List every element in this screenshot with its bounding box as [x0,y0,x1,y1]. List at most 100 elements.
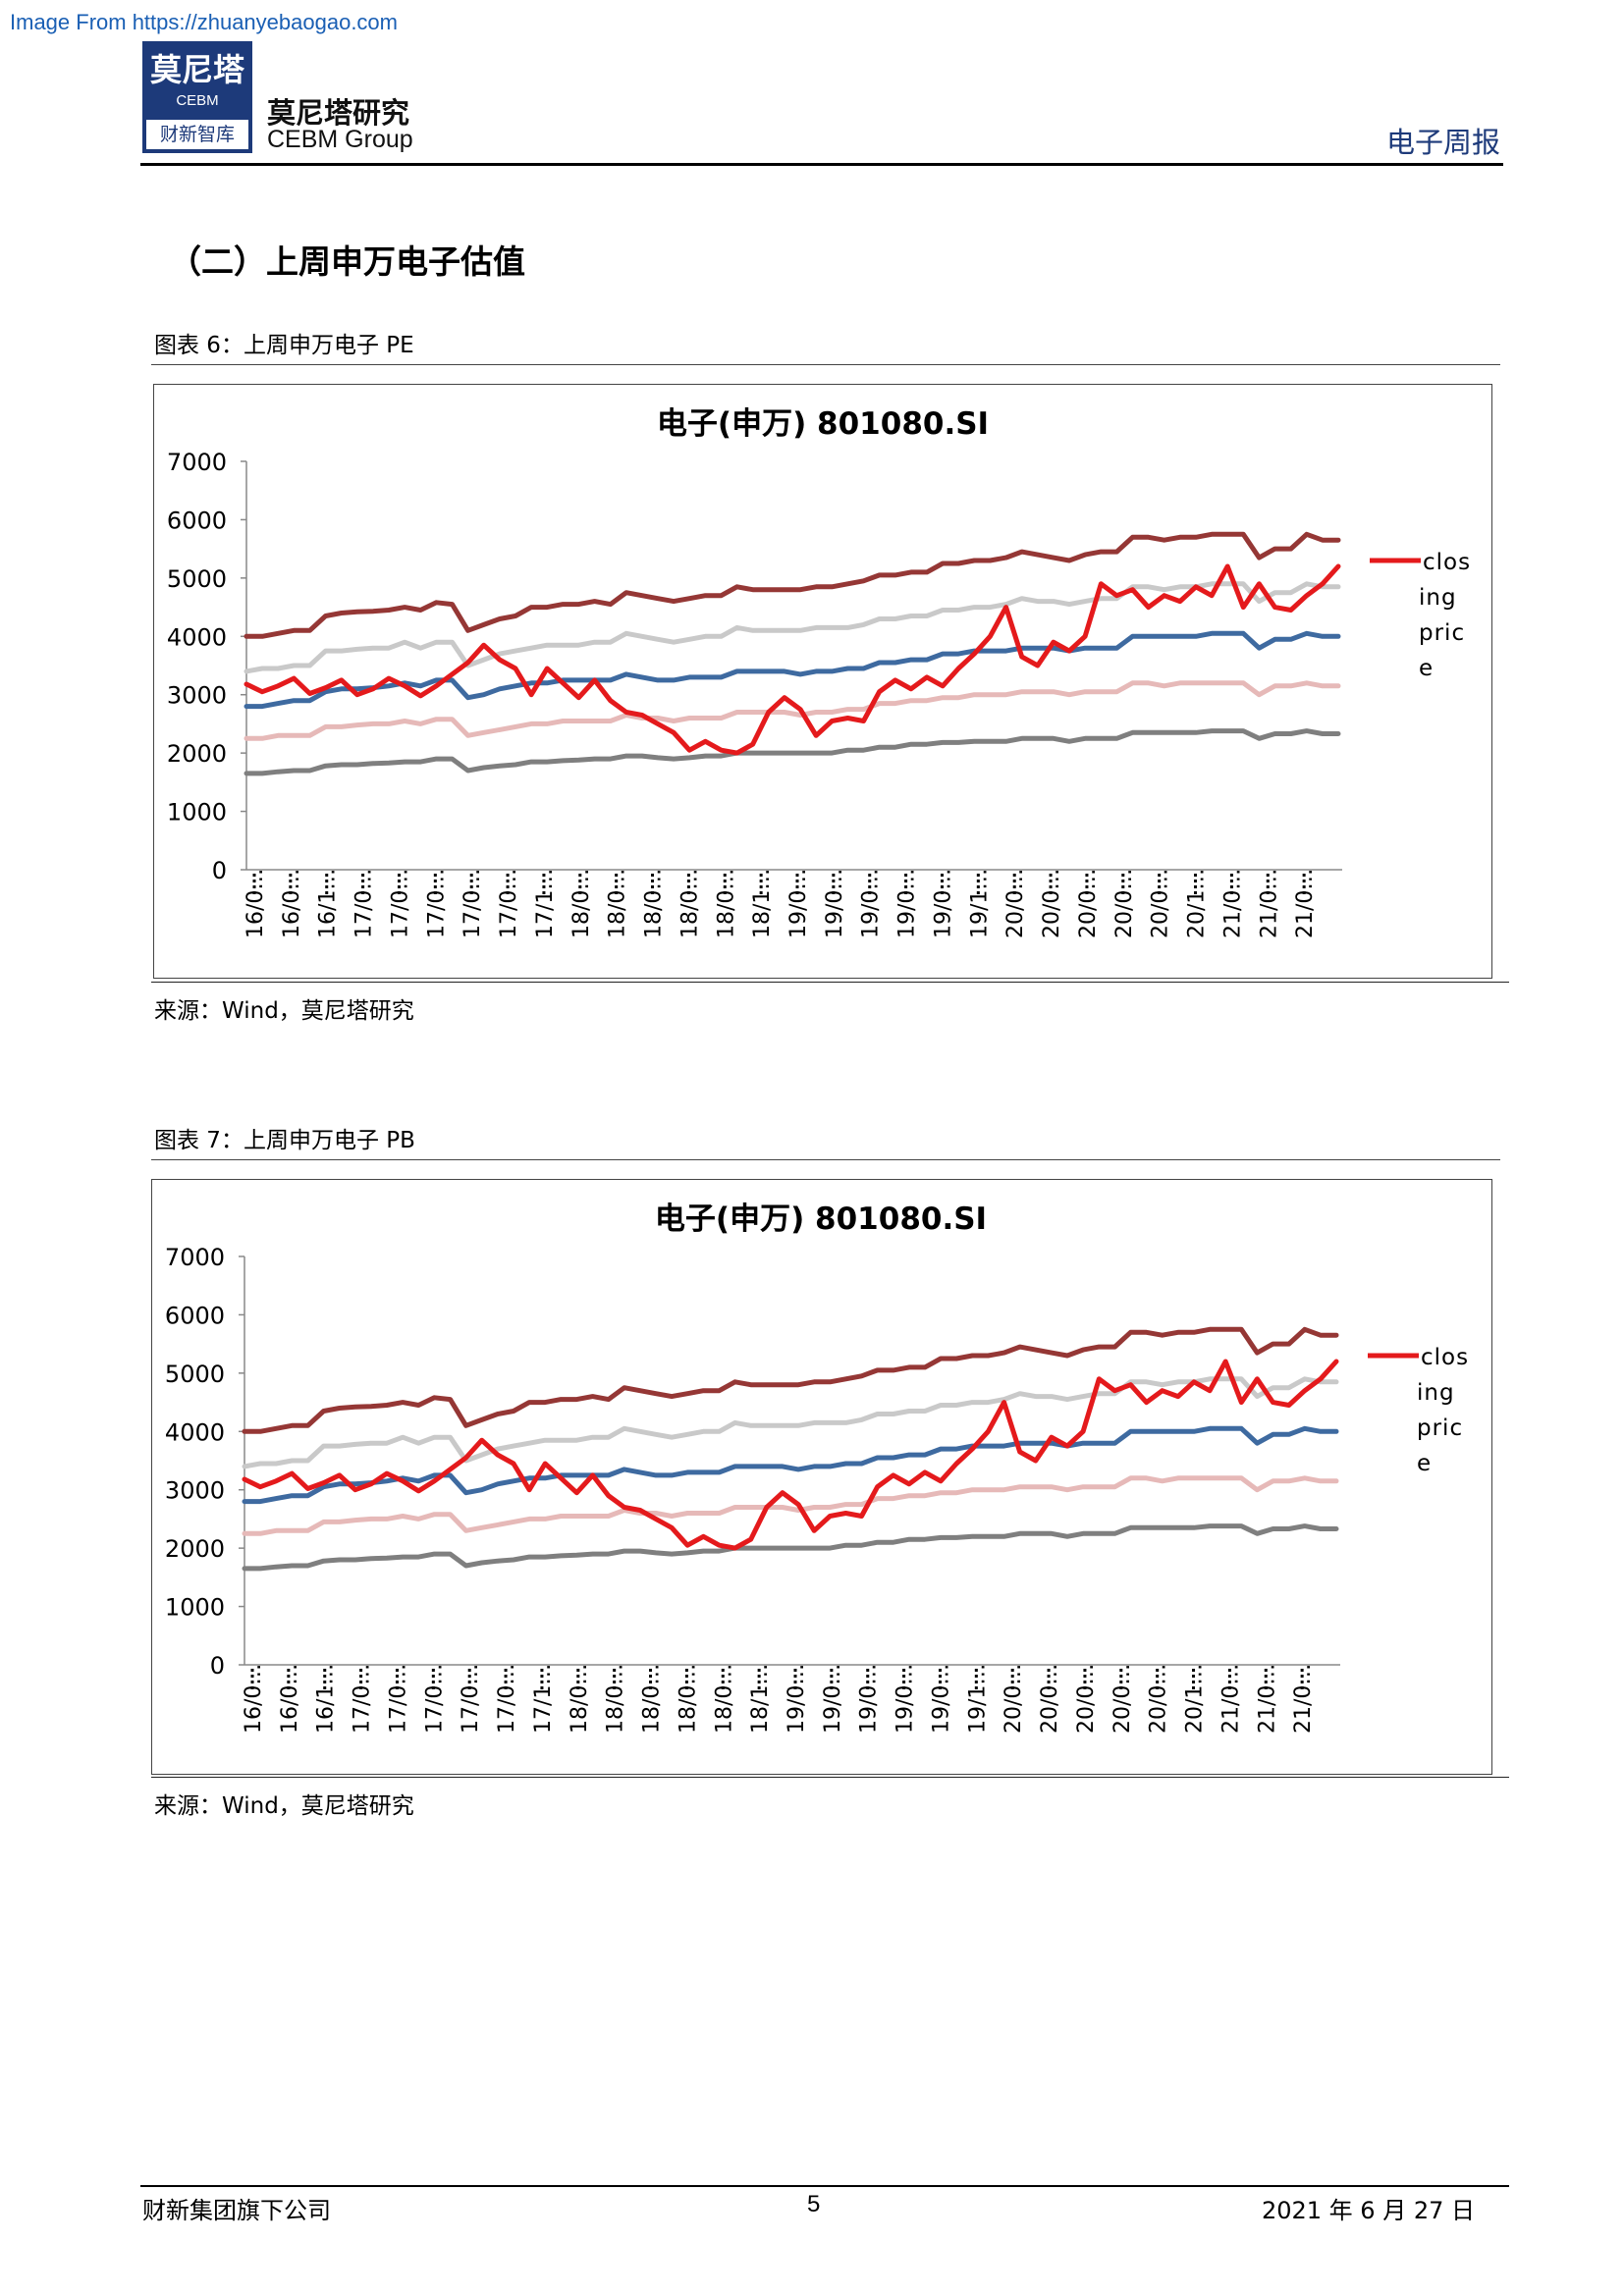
chart-frame-pb: 电子(申万) 801080.SI 0 1000 2000 3000 4000 5000 600… [151,1179,1492,1775]
source-divider [151,1777,1509,1778]
x-tick-label: 21/0… [1293,869,1318,938]
x-tick-label: 21/0… [1257,869,1281,938]
x-tick-label: 18/0… [569,869,594,938]
x-tick-label: 19/1… [967,869,992,938]
logo-bottom-label: 财新智库 [146,120,248,149]
series-line-band [244,680,1341,741]
x-tick-label: 20/0… [1076,869,1101,938]
company-name: 莫尼塔研究 [267,96,410,130]
footer-date: 2021 年 6 月 27 日 [1261,2197,1475,2224]
legend-label: clos [1421,1345,1469,1370]
legend-label: e [1417,1451,1432,1476]
x-tick-label: 16/0… [280,869,304,938]
y-tick-label: 7000 [167,449,227,476]
x-tick-label: 18/0… [568,1664,592,1734]
report-type: 电子周报 [1385,126,1500,159]
series-line-band [244,728,1341,776]
y-tick-label: 5000 [165,1361,225,1388]
x-tick-label: 17/0… [459,1664,483,1734]
x-tick-label: 19/0… [857,1664,882,1734]
chart-frame-pe: 电子(申万) 801080.SI 0 1000 2000 3000 4000 5000 600… [153,384,1492,979]
figure-caption-pe: 图表 6：上周申万电子 PE [154,333,414,358]
y-tick-label: 2000 [165,1535,225,1563]
chart-title: 电子(申万) 801080.SI [657,406,989,442]
y-tick-label: 1000 [165,1594,225,1622]
x-tick-label: 16/0… [278,1664,302,1734]
x-tick-label: 18/0… [604,1664,628,1734]
caption-divider [151,364,1500,365]
x-tick-label: 19/0… [821,1664,845,1734]
x-tick-label: 20/0… [1040,869,1064,938]
x-tick-label: 18/0… [714,869,738,938]
x-tick-label: 19/0… [895,869,920,938]
logo-cn: 莫尼塔 [149,51,244,88]
caption-divider [151,1159,1500,1160]
x-tick-label: 21/0… [1218,1664,1243,1734]
x-tick-label: 20/0… [1149,869,1173,938]
page-number: 5 [807,2191,821,2217]
legend-label: e [1419,656,1434,681]
x-tick-label: 16/1… [316,869,341,938]
x-tick-label: 17/0… [495,1664,519,1734]
y-tick-label: 7000 [165,1244,225,1271]
x-tick-label: 17/0… [386,1664,410,1734]
footer-divider [140,2185,1509,2187]
x-tick-label: 20/0… [1074,1664,1099,1734]
y-tick-label: 4000 [165,1418,225,1446]
x-tick-label: 19/0… [785,1664,809,1734]
x-tick-label: 19/0… [786,869,811,938]
watermark-text[interactable]: Image From https://zhuanyebaogao.com [10,10,398,34]
y-tick-label: 4000 [167,623,227,651]
series-line-band [244,531,1341,639]
x-tick-label: 17/1… [531,1664,556,1734]
x-tick-label: 20/0… [1112,869,1137,938]
logo-en: CEBM [176,92,219,109]
header-divider [140,163,1503,166]
series-line-band [244,630,1341,710]
x-tick-label: 19/0… [893,1664,918,1734]
x-tick-label: 18/0… [640,1664,665,1734]
x-tick-label: 18/0… [606,869,630,938]
y-tick-label: 3000 [167,682,227,710]
y-tick-label: 6000 [167,507,227,534]
x-tick-label: 20/0… [1038,1664,1062,1734]
legend-label: clos [1423,550,1471,575]
x-tick-label: 21/0… [1291,1664,1316,1734]
x-tick-label: 17/0… [351,1664,375,1734]
x-tick-label: 19/1… [965,1664,990,1734]
x-tick-label: 16/0… [244,869,268,938]
x-tick-label: 17/1… [533,869,558,938]
x-tick-label: 19/0… [859,869,884,938]
x-tick-label: 19/0… [823,869,847,938]
x-tick-label: 17/0… [422,1664,447,1734]
x-tick-label: 18/1… [750,869,775,938]
legend-label: pric [1417,1415,1463,1441]
legend-label: ing [1419,585,1457,611]
series-line-closing-price [244,563,1341,756]
x-tick-label: 18/0… [676,1664,700,1734]
y-tick-label: 5000 [167,565,227,593]
series-line-band [244,581,1341,674]
x-tick-label: 18/0… [642,869,667,938]
x-tick-label: 20/1… [1183,1664,1208,1734]
x-tick-label: 20/0… [1110,1664,1135,1734]
legend-label: pric [1419,620,1465,646]
chart-pe: 电子(申万) 801080.SI 0 1000 2000 3000 4000 5000 600… [167,406,1471,938]
series-line-band [242,1475,1339,1536]
x-tick-label: 17/0… [424,869,449,938]
x-tick-label: 17/0… [497,869,521,938]
series-line-band [242,1523,1339,1572]
x-tick-label: 19/0… [929,1664,953,1734]
x-tick-label: 20/0… [1001,1664,1026,1734]
company-name-en: CEBM Group [267,126,413,153]
x-tick-label: 18/1… [748,1664,773,1734]
series-line-closing-price [242,1359,1339,1551]
series-line-band [242,1326,1339,1434]
chart-pb: 电子(申万) 801080.SI 0 1000 2000 3000 4000 5000 600… [165,1201,1469,1734]
x-tick-label: 18/0… [677,869,702,938]
y-tick-label: 0 [212,857,227,884]
y-tick-label: 3000 [165,1477,225,1505]
x-tick-label: 16/1… [314,1664,339,1734]
brand-logo: 莫尼塔 CEBM 财新智库 [142,41,252,153]
y-tick-label: 1000 [167,799,227,827]
